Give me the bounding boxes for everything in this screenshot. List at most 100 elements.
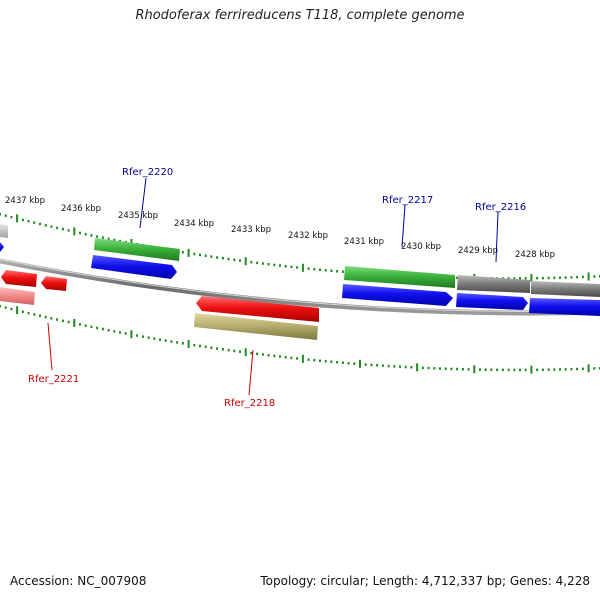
outer-ring-minor-tick (199, 253, 201, 257)
gene-label-rfer-2220[interactable]: Rfer_2220 (122, 167, 173, 178)
inner-ring-minor-tick (136, 334, 139, 337)
outer-ring-minor-tick (541, 276, 544, 280)
gene-rfer-2220-arrow[interactable] (91, 255, 177, 279)
gene-rfer-2218-arrow[interactable] (196, 296, 319, 322)
gene-rfer-2217-arrow[interactable] (342, 284, 453, 306)
outer-ring-minor-tick (107, 237, 110, 241)
gene-feature[interactable] (194, 313, 318, 340)
tick-label-2432: 2432 kbp (288, 231, 328, 241)
inner-ring-major-tick (416, 363, 419, 372)
genome-title: Rhodoferax ferrireducens T118, complete … (135, 8, 465, 23)
gene-feature[interactable] (0, 224, 8, 238)
outer-ring-minor-tick (61, 227, 64, 231)
inner-ring-minor-tick (553, 368, 556, 371)
outer-ring-minor-tick (256, 261, 259, 265)
outer-ring-major-tick (301, 263, 304, 272)
inner-ring-major-tick (473, 365, 476, 374)
gene-rfer-2221-box[interactable] (0, 287, 35, 305)
inner-ring-minor-tick (261, 353, 264, 356)
outer-ring-major-tick (187, 248, 190, 257)
inner-ring-major-tick (73, 319, 76, 327)
inner-ring-minor-tick (0, 305, 1, 308)
inner-tick-ring (0, 305, 600, 374)
gene-feature[interactable] (41, 276, 67, 291)
outer-ring-minor-tick (44, 224, 47, 227)
outer-ring-major-tick (73, 227, 76, 236)
outer-ring-minor-tick (319, 268, 321, 271)
inner-ring-minor-tick (113, 330, 116, 333)
gene-rfer-2216-arrow[interactable] (456, 293, 528, 310)
inner-ring-minor-tick (399, 365, 401, 368)
outer-ring-minor-tick (341, 270, 344, 273)
inner-ring-minor-tick (193, 343, 196, 347)
outer-ring-minor-tick (570, 276, 573, 279)
accession-label: Accession: NC_007908 (10, 574, 147, 588)
inner-ring-minor-tick (210, 346, 213, 349)
inner-ring-minor-tick (353, 362, 356, 365)
inner-ring-minor-tick (536, 368, 539, 372)
outer-ring-minor-tick (279, 264, 281, 267)
outer-ring-minor-tick (547, 276, 550, 280)
gene-label-rfer-2218[interactable]: Rfer_2218 (224, 398, 275, 409)
outer-ring-minor-tick (210, 255, 213, 258)
outer-ring-minor-tick (96, 235, 99, 238)
inner-ring-minor-tick (313, 358, 316, 362)
inner-ring-minor-tick (267, 354, 270, 357)
tick-label-2433: 2433 kbp (231, 225, 271, 235)
outer-ring-minor-tick (90, 234, 93, 237)
outer-ring-minor-tick (313, 267, 316, 271)
tick-label-2430: 2430 kbp (401, 242, 441, 252)
gene-feature[interactable] (1, 270, 37, 287)
outer-ring-minor-tick (39, 222, 41, 226)
gene-feature[interactable] (531, 281, 600, 297)
outer-ring-major-tick (587, 272, 590, 281)
inner-ring-minor-tick (107, 329, 110, 332)
gene-feature[interactable] (344, 266, 455, 288)
inner-ring-minor-tick (513, 368, 516, 372)
inner-ring-minor-tick (456, 367, 459, 371)
tick-label-2429: 2429 kbp (458, 246, 498, 256)
inner-ring-minor-tick (141, 335, 144, 338)
outer-ring-minor-tick (267, 263, 270, 266)
outer-ring-minor-tick (296, 266, 299, 269)
gene-label-rfer-2216[interactable]: Rfer_2216 (475, 202, 526, 213)
gene-label-rfer-2221[interactable]: Rfer_2221 (28, 374, 79, 385)
inner-ring-minor-tick (164, 339, 167, 342)
outer-ring-minor-tick (593, 275, 596, 278)
gene-feature[interactable] (457, 275, 530, 293)
inner-ring-minor-tick (56, 318, 59, 321)
outer-ring-minor-tick (50, 225, 53, 228)
outer-ring-minor-tick (221, 257, 224, 260)
inner-ring-minor-tick (307, 358, 310, 361)
inner-ring-minor-tick (564, 368, 567, 371)
gene-feature[interactable] (94, 238, 180, 261)
inner-ring-minor-tick (381, 364, 384, 367)
gene-feature[interactable] (0, 242, 4, 252)
inner-ring-minor-tick (330, 360, 333, 363)
outer-ring-minor-tick (261, 262, 264, 265)
inner-ring-minor-tick (199, 344, 201, 348)
outer-ring-minor-tick (576, 275, 579, 279)
inner-ring-minor-tick (159, 338, 161, 341)
outer-ring-minor-tick (330, 269, 333, 272)
inner-ring-minor-tick (427, 366, 430, 370)
inner-ring-minor-tick (507, 368, 510, 372)
inner-ring-minor-tick (84, 324, 87, 327)
inner-ring-minor-tick (181, 342, 184, 345)
outer-ring-minor-tick (564, 276, 567, 279)
outer-ring-minor-tick (233, 258, 236, 262)
outer-ring-major-tick (244, 257, 247, 266)
inner-ring-minor-tick (450, 367, 453, 371)
inner-ring-minor-tick (347, 362, 350, 365)
inner-ring-minor-tick (467, 368, 470, 371)
inner-ring-minor-tick (410, 366, 413, 369)
gene-label-rfer-2217[interactable]: Rfer_2217 (382, 195, 433, 206)
inner-ring-minor-tick (273, 354, 276, 358)
outer-ring-minor-tick (113, 238, 116, 242)
outer-ring-minor-tick (67, 229, 70, 232)
inner-ring-minor-tick (319, 359, 321, 362)
outer-ring-minor-tick (519, 277, 521, 280)
inner-ring-minor-tick (444, 367, 447, 370)
inner-ring-minor-tick (284, 356, 287, 359)
gene-feature[interactable] (529, 298, 600, 316)
